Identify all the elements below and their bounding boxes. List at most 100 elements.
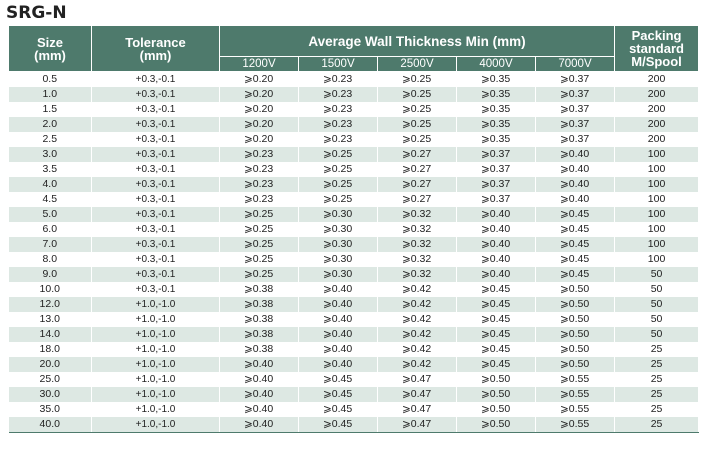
- wall-thickness-cell: ⩾0.23: [298, 102, 378, 117]
- table-row: 25.0 +1.0,-1.0 ⩾0.40 ⩾0.45 ⩾0.47 ⩾0.50 ⩾0.55 25: [8, 372, 700, 387]
- packing-cell: 100: [614, 222, 700, 237]
- wall-thickness-cell: ⩾0.42: [377, 297, 457, 312]
- tolerance-cell: +0.3,-0.1: [91, 282, 220, 297]
- wall-thickness-cell: ⩾0.40: [298, 342, 378, 357]
- size-cell: 14.0: [8, 327, 92, 342]
- tolerance-cell: +0.3,-0.1: [91, 117, 220, 132]
- wall-thickness-cell: ⩾0.30: [298, 267, 378, 282]
- wall-thickness-cell: ⩾0.27: [377, 147, 457, 162]
- size-cell: 2.0: [8, 117, 92, 132]
- wall-thickness-cell: ⩾0.32: [377, 252, 457, 267]
- wall-thickness-cell: ⩾0.45: [456, 357, 536, 372]
- tolerance-cell: +1.0,-1.0: [91, 327, 220, 342]
- wall-thickness-cell: ⩾0.47: [377, 402, 457, 417]
- wall-thickness-cell: ⩾0.20: [219, 102, 299, 117]
- packing-cell: 25: [614, 417, 700, 433]
- wall-thickness-cell: ⩾0.37: [535, 71, 616, 87]
- tolerance-cell: +1.0,-1.0: [91, 387, 220, 402]
- tolerance-cell: +1.0,-1.0: [91, 312, 220, 327]
- wall-thickness-cell: ⩾0.45: [535, 207, 616, 222]
- packing-cell: 50: [614, 267, 700, 282]
- size-cell: 3.0: [8, 147, 92, 162]
- packing-cell: 100: [614, 147, 700, 162]
- size-cell: 0.5: [8, 71, 92, 87]
- wall-thickness-cell: ⩾0.47: [377, 387, 457, 402]
- wall-thickness-cell: ⩾0.32: [377, 267, 457, 282]
- table-row: 3.5 +0.3,-0.1 ⩾0.23 ⩾0.25 ⩾0.27 ⩾0.37 ⩾0.40 100: [8, 162, 700, 177]
- wall-thickness-cell: ⩾0.25: [377, 71, 457, 87]
- size-cell: 8.0: [8, 252, 92, 267]
- wall-thickness-cell: ⩾0.27: [377, 192, 457, 207]
- tolerance-cell: +0.3,-0.1: [91, 87, 220, 102]
- packing-cell: 200: [614, 87, 700, 102]
- size-cell: 10.0: [8, 282, 92, 297]
- wall-thickness-cell: ⩾0.37: [456, 147, 536, 162]
- voltage-header: 4000V: [456, 56, 536, 72]
- table-row: 35.0 +1.0,-1.0 ⩾0.40 ⩾0.45 ⩾0.47 ⩾0.50 ⩾0.55 25: [8, 402, 700, 417]
- wall-thickness-header: Average Wall Thickness Min (mm): [218, 25, 616, 57]
- size-cell: 4.0: [8, 177, 92, 192]
- wall-thickness-cell: ⩾0.20: [219, 71, 299, 87]
- table-header: Size (mm) Tolerance (mm) Average Wall Th…: [8, 25, 700, 72]
- wall-thickness-cell: ⩾0.32: [377, 207, 457, 222]
- wall-thickness-cell: ⩾0.40: [298, 327, 378, 342]
- table-row: 12.0 +1.0,-1.0 ⩾0.38 ⩾0.40 ⩾0.42 ⩾0.45 ⩾0.50 50: [8, 297, 700, 312]
- tolerance-cell: +1.0,-1.0: [91, 297, 220, 312]
- voltage-header: 2500V: [377, 56, 457, 72]
- wall-thickness-cell: ⩾0.25: [377, 117, 457, 132]
- size-header: Size (mm): [8, 25, 92, 72]
- packing-cell: 50: [614, 312, 700, 327]
- packing-cell: 100: [614, 177, 700, 192]
- size-header-unit: (mm): [34, 47, 66, 63]
- table-row: 2.5 +0.3,-0.1 ⩾0.20 ⩾0.23 ⩾0.25 ⩾0.35 ⩾0.37 200: [8, 132, 700, 147]
- tolerance-cell: +0.3,-0.1: [91, 207, 220, 222]
- wall-thickness-cell: ⩾0.50: [535, 312, 616, 327]
- wall-thickness-cell: ⩾0.40: [219, 402, 299, 417]
- wall-thickness-cell: ⩾0.50: [535, 282, 616, 297]
- wall-thickness-cell: ⩾0.30: [298, 207, 378, 222]
- wall-thickness-cell: ⩾0.23: [219, 192, 299, 207]
- wall-thickness-cell: ⩾0.25: [377, 87, 457, 102]
- wall-thickness-cell: ⩾0.38: [219, 297, 299, 312]
- packing-cell: 25: [614, 402, 700, 417]
- wall-thickness-cell: ⩾0.40: [456, 267, 536, 282]
- wall-thickness-cell: ⩾0.40: [298, 282, 378, 297]
- wall-thickness-cell: ⩾0.45: [298, 417, 378, 433]
- wall-thickness-cell: ⩾0.45: [298, 402, 378, 417]
- wall-thickness-cell: ⩾0.47: [377, 372, 457, 387]
- packing-cell: 200: [614, 117, 700, 132]
- tolerance-cell: +1.0,-1.0: [91, 417, 220, 433]
- voltage-header: 1200V: [219, 56, 299, 72]
- wall-thickness-cell: ⩾0.50: [535, 342, 616, 357]
- tolerance-cell: +1.0,-1.0: [91, 342, 220, 357]
- size-cell: 4.5: [8, 192, 92, 207]
- wall-thickness-cell: ⩾0.40: [298, 312, 378, 327]
- spec-table: Size (mm) Tolerance (mm) Average Wall Th…: [8, 25, 700, 433]
- packing-cell: 200: [614, 132, 700, 147]
- table-body: 0.5 +0.3,-0.1 ⩾0.20 ⩾0.23 ⩾0.25 ⩾0.35 ⩾0.37 200…: [8, 71, 700, 433]
- wall-thickness-cell: ⩾0.47: [377, 417, 457, 433]
- packing-cell: 25: [614, 357, 700, 372]
- wall-thickness-cell: ⩾0.25: [219, 237, 299, 252]
- wall-thickness-cell: ⩾0.25: [298, 192, 378, 207]
- wall-thickness-cell: ⩾0.38: [219, 282, 299, 297]
- wall-thickness-cell: ⩾0.45: [298, 387, 378, 402]
- tolerance-cell: +0.3,-0.1: [91, 132, 220, 147]
- wall-thickness-cell: ⩾0.45: [456, 342, 536, 357]
- table-row: 9.0 +0.3,-0.1 ⩾0.25 ⩾0.30 ⩾0.32 ⩾0.40 ⩾0.45 50: [8, 267, 700, 282]
- tolerance-cell: +0.3,-0.1: [91, 237, 220, 252]
- tolerance-cell: +0.3,-0.1: [91, 267, 220, 282]
- wall-thickness-cell: ⩾0.35: [456, 102, 536, 117]
- size-cell: 40.0: [8, 417, 92, 433]
- wall-thickness-cell: ⩾0.55: [535, 417, 616, 433]
- wall-thickness-cell: ⩾0.42: [377, 357, 457, 372]
- tolerance-cell: +0.3,-0.1: [91, 147, 220, 162]
- table-row: 5.0 +0.3,-0.1 ⩾0.25 ⩾0.30 ⩾0.32 ⩾0.40 ⩾0.45 100: [8, 207, 700, 222]
- table-row: 18.0 +1.0,-1.0 ⩾0.38 ⩾0.40 ⩾0.42 ⩾0.45 ⩾0.50 25: [8, 342, 700, 357]
- wall-thickness-cell: ⩾0.35: [456, 87, 536, 102]
- size-cell: 2.5: [8, 132, 92, 147]
- table-row: 4.5 +0.3,-0.1 ⩾0.23 ⩾0.25 ⩾0.27 ⩾0.37 ⩾0.40 100: [8, 192, 700, 207]
- wall-thickness-cell: ⩾0.30: [298, 237, 378, 252]
- wall-thickness-cell: ⩾0.45: [535, 237, 616, 252]
- wall-thickness-cell: ⩾0.20: [219, 132, 299, 147]
